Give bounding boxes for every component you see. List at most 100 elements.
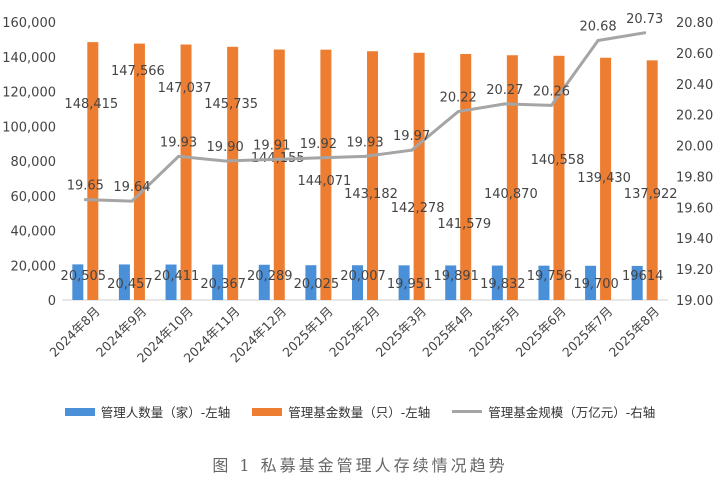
manager-count-label: 19,951 xyxy=(387,277,433,292)
right-tick-label: 20.00 xyxy=(676,140,713,155)
left-tick-label: 160,000 xyxy=(2,16,56,31)
manager-count-bar xyxy=(305,265,317,300)
legend-label: 管理基金数量（只）-左轴 xyxy=(288,405,431,420)
manager-count-label: 20,411 xyxy=(154,269,200,284)
manager-count-label: 19614 xyxy=(622,269,663,284)
legend-label: 管理基金规模（万亿元）-右轴 xyxy=(488,405,656,420)
manager-count-bar xyxy=(118,264,130,300)
fund-count-label: 145,735 xyxy=(204,97,258,112)
fund-count-label: 142,278 xyxy=(391,201,445,216)
fund-count-bar xyxy=(506,55,518,301)
left-tick-label: 120,000 xyxy=(2,86,56,101)
scale-label: 20.27 xyxy=(486,83,523,98)
legend-label: 管理人数量（家）-左轴 xyxy=(100,405,231,420)
left-tick-label: 20,000 xyxy=(11,259,57,274)
scale-point xyxy=(643,31,647,35)
scale-label: 19.97 xyxy=(393,129,430,144)
right-tick-label: 19.00 xyxy=(676,294,713,309)
manager-count-bar xyxy=(258,264,270,300)
fund-count-bar xyxy=(227,46,239,301)
scale-label: 20.22 xyxy=(440,91,477,106)
manager-count-label: 20,367 xyxy=(200,277,246,292)
fund-count-bar xyxy=(553,55,565,301)
fund-count-label: 147,037 xyxy=(158,81,212,96)
fund-count-bar xyxy=(133,43,145,301)
manager-count-label: 19,891 xyxy=(433,269,479,284)
scale-label: 19.93 xyxy=(346,135,383,150)
fund-count-bar xyxy=(180,44,192,301)
scale-point xyxy=(410,148,414,152)
right-tick-label: 19.40 xyxy=(676,232,713,247)
manager-count-label: 20,457 xyxy=(107,277,153,292)
manager-count-bar xyxy=(585,265,597,300)
scale-label: 20.26 xyxy=(533,84,570,99)
legend-item-managers: 管理人数量（家）-左轴 xyxy=(64,402,231,421)
legend: 管理人数量（家）-左轴 管理基金数量（只）-左轴 管理基金规模（万亿元）-右轴 xyxy=(0,402,720,421)
fund-count-bar xyxy=(413,52,425,300)
legend-swatch-line xyxy=(452,410,483,413)
fund-count-label: 140,870 xyxy=(484,187,538,202)
fund-count-label: 141,579 xyxy=(437,217,491,232)
fund-count-bar xyxy=(367,51,378,300)
right-tick-label: 20.80 xyxy=(676,16,713,31)
fund-count-label: 144,071 xyxy=(298,174,352,189)
fund-count-bar xyxy=(646,60,658,301)
x-tick-label: 2025年8月 xyxy=(606,304,662,360)
manager-count-bar xyxy=(212,264,224,300)
manager-count-bar xyxy=(445,265,457,300)
right-tick-label: 20.40 xyxy=(676,78,713,93)
fund-count-bar xyxy=(460,54,472,301)
scale-point xyxy=(316,156,320,160)
right-tick-label: 19.80 xyxy=(676,170,713,185)
legend-item-funds: 管理基金数量（只）-左轴 xyxy=(252,402,430,421)
left-tick-label: 40,000 xyxy=(11,225,57,240)
left-tick-label: 80,000 xyxy=(11,155,57,170)
manager-count-bar xyxy=(491,265,503,300)
right-tick-label: 20.60 xyxy=(676,47,713,62)
scale-point xyxy=(177,154,181,158)
manager-count-bar xyxy=(631,265,643,300)
fund-count-label: 140,558 xyxy=(531,153,585,168)
right-tick-label: 19.60 xyxy=(676,201,713,216)
manager-count-label: 20,007 xyxy=(340,269,386,284)
legend-swatch-blue xyxy=(64,407,95,416)
manager-count-label: 19,832 xyxy=(480,277,526,292)
manager-count-label: 20,289 xyxy=(247,269,293,284)
manager-count-bar xyxy=(538,265,550,300)
scale-label: 20.73 xyxy=(626,12,663,27)
left-tick-label: 100,000 xyxy=(2,120,56,135)
right-tick-label: 20.20 xyxy=(676,109,713,124)
fund-count-bar xyxy=(273,49,285,301)
manager-count-bar xyxy=(72,264,84,300)
fund-count-bar xyxy=(87,42,99,300)
fund-count-bar xyxy=(320,49,332,300)
legend-item-scale: 管理基金规模（万亿元）-右轴 xyxy=(452,402,655,421)
fund-count-label: 139,430 xyxy=(577,171,631,186)
legend-swatch-orange xyxy=(252,407,283,416)
figure-caption: 图 1 私募基金管理人存续情况趋势 xyxy=(212,456,508,475)
scale-point xyxy=(130,199,134,203)
fund-count-label: 148,415 xyxy=(64,97,118,112)
fund-count-label: 147,566 xyxy=(111,64,165,79)
scale-point xyxy=(270,157,274,161)
scale-label: 19.91 xyxy=(253,138,290,153)
scale-point xyxy=(456,110,460,114)
combo-chart: 0 20,000 40,000 60,000 80,000 100,000 120,000 1… xyxy=(2,12,713,366)
manager-count-bar xyxy=(398,265,410,300)
scale-label: 19.65 xyxy=(67,179,104,194)
scale-point xyxy=(223,159,227,163)
fund-count-bar xyxy=(600,57,612,301)
scale-point xyxy=(549,103,553,107)
left-tick-label: 60,000 xyxy=(11,190,57,205)
left-tick-label: 0 xyxy=(48,294,56,309)
fund-count-label: 137,922 xyxy=(624,187,678,202)
left-tick-label: 140,000 xyxy=(2,51,56,66)
scale-label: 20.68 xyxy=(579,20,616,35)
manager-count-label: 20,025 xyxy=(294,277,340,292)
scale-label: 19.64 xyxy=(113,180,150,195)
manager-count-label: 20,505 xyxy=(61,269,107,284)
scale-point xyxy=(83,198,87,202)
manager-count-label: 19,756 xyxy=(527,269,573,284)
scale-label: 19.90 xyxy=(207,140,244,155)
